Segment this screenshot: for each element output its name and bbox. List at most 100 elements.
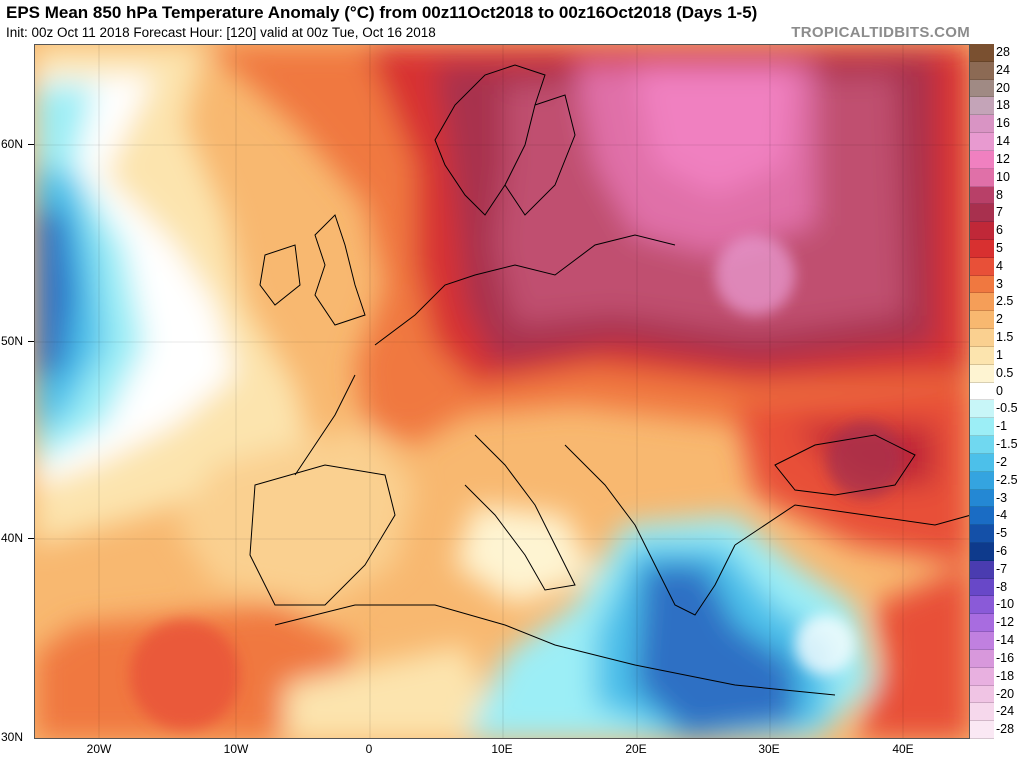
colorbar-legend: 28 24 20 18 16 14 12 10 8 7 6 5 4 3 2.5 2 1.5 1 0.5 0 -0.5 -1… [970, 44, 1024, 739]
colorbar-label: -8 [996, 579, 1008, 594]
colorbar-level: 4 [970, 257, 1024, 276]
colorbar-label: -5 [996, 526, 1008, 541]
colorbar-swatch [970, 364, 994, 383]
colorbar-level: 10 [970, 168, 1024, 187]
lon-label-10w: 10W [223, 742, 249, 756]
colorbar-label: -7 [996, 561, 1008, 576]
colorbar-swatch [970, 721, 994, 739]
colorbar-label: -18 [996, 668, 1015, 683]
colorbar-swatch [970, 614, 994, 633]
colorbar-level: -2.5 [970, 471, 1024, 490]
colorbar-label: 4 [996, 258, 1003, 273]
credit-watermark: TROPICALTIDBITS.COM [791, 24, 970, 41]
colorbar-label: 14 [996, 134, 1010, 149]
colorbar-label: -14 [996, 633, 1015, 648]
colorbar-label: 1 [996, 347, 1003, 362]
map-title: EPS Mean 850 hPa Temperature Anomaly (°C… [6, 3, 758, 22]
colorbar-swatch [970, 329, 994, 347]
colorbar-swatch [970, 649, 994, 668]
colorbar-level: 28 [970, 44, 1024, 62]
colorbar-swatch [970, 632, 994, 650]
colorbar-level: -3 [970, 489, 1024, 508]
colorbar-level: 18 [970, 97, 1024, 116]
colorbar-swatch [970, 133, 994, 151]
colorbar-label: 10 [996, 169, 1010, 184]
colorbar-label: -2 [996, 454, 1008, 469]
colorbar-swatch [970, 346, 994, 365]
colorbar-label: 12 [996, 151, 1010, 166]
coastlines [249, 64, 969, 696]
lat-tick [28, 341, 34, 342]
colorbar-swatch [970, 436, 994, 454]
map-subtitle: Init: 00z Oct 11 2018 Forecast Hour: [12… [6, 25, 436, 40]
colorbar-level: -12 [970, 614, 1024, 633]
colorbar-level: 24 [970, 61, 1024, 80]
colorbar-label: 24 [996, 62, 1010, 77]
colorbar-label: -1 [996, 419, 1008, 434]
colorbar-swatch [970, 79, 994, 98]
colorbar-label: -12 [996, 615, 1015, 630]
colorbar-level: 12 [970, 150, 1024, 169]
colorbar-label: 0.5 [996, 365, 1014, 380]
colorbar-level: -28 [970, 721, 1024, 739]
lon-label-20e: 20E [625, 742, 647, 756]
lat-label-50n: 50N [1, 334, 24, 348]
colorbar-swatch [970, 489, 994, 508]
colorbar-label: -0.5 [996, 401, 1018, 416]
colorbar-level: 14 [970, 133, 1024, 151]
colorbar-swatch [970, 542, 994, 561]
header: EPS Mean 850 hPa Temperature Anomaly (°C… [0, 0, 1024, 44]
colorbar-label: -3 [996, 490, 1008, 505]
lon-label-10e: 10E [491, 742, 513, 756]
colorbar-swatch [970, 471, 994, 490]
colorbar-swatch [970, 400, 994, 419]
colorbar-label: 6 [996, 223, 1003, 238]
colorbar-swatch [970, 150, 994, 169]
colorbar-swatch [970, 560, 994, 579]
colorbar-label: 2 [996, 312, 1003, 327]
colorbar-swatch [970, 204, 994, 223]
colorbar-level: 1 [970, 346, 1024, 365]
colorbar-label: -10 [996, 597, 1015, 612]
colorbar-swatch [970, 257, 994, 276]
lat-label-30n: 30N [1, 730, 24, 744]
colorbar-level: -24 [970, 703, 1024, 722]
colorbar-label: 18 [996, 98, 1010, 113]
colorbar-swatch [970, 685, 994, 704]
lon-label-40e: 40E [892, 742, 914, 756]
colorbar-level: 20 [970, 79, 1024, 98]
colorbar-label: -16 [996, 650, 1015, 665]
colorbar-level: -14 [970, 632, 1024, 650]
colorbar-swatch [970, 97, 994, 116]
lat-tick [28, 144, 34, 145]
colorbar-swatch [970, 525, 994, 543]
colorbar-swatch [970, 578, 994, 597]
colorbar-level: 0.5 [970, 364, 1024, 383]
colorbar-label: 0 [996, 383, 1003, 398]
colorbar-level: 6 [970, 222, 1024, 241]
anomaly-field [35, 45, 969, 738]
colorbar-label: -20 [996, 686, 1015, 701]
colorbar-level: -20 [970, 685, 1024, 704]
colorbar-label: -1.5 [996, 437, 1018, 452]
colorbar-swatch [970, 382, 994, 401]
lon-label-30e: 30E [758, 742, 780, 756]
colorbar-label: 20 [996, 80, 1010, 95]
colorbar-swatch [970, 275, 994, 294]
colorbar-level: 1.5 [970, 329, 1024, 347]
colorbar-label: -24 [996, 704, 1015, 719]
colorbar-level: 3 [970, 275, 1024, 294]
anomaly-map [34, 44, 970, 739]
colorbar-level: -4 [970, 507, 1024, 526]
lat-label-40n: 40N [1, 531, 24, 545]
colorbar-level: 0 [970, 382, 1024, 401]
colorbar-level: 2.5 [970, 293, 1024, 312]
colorbar-label: -4 [996, 508, 1008, 523]
colorbar-level: 5 [970, 240, 1024, 258]
colorbar-swatch [970, 115, 994, 134]
colorbar-label: 3 [996, 276, 1003, 291]
colorbar-label: 28 [996, 45, 1010, 59]
colorbar-label: -6 [996, 543, 1008, 558]
colorbar-swatch [970, 240, 994, 258]
colorbar-label: 1.5 [996, 330, 1014, 345]
